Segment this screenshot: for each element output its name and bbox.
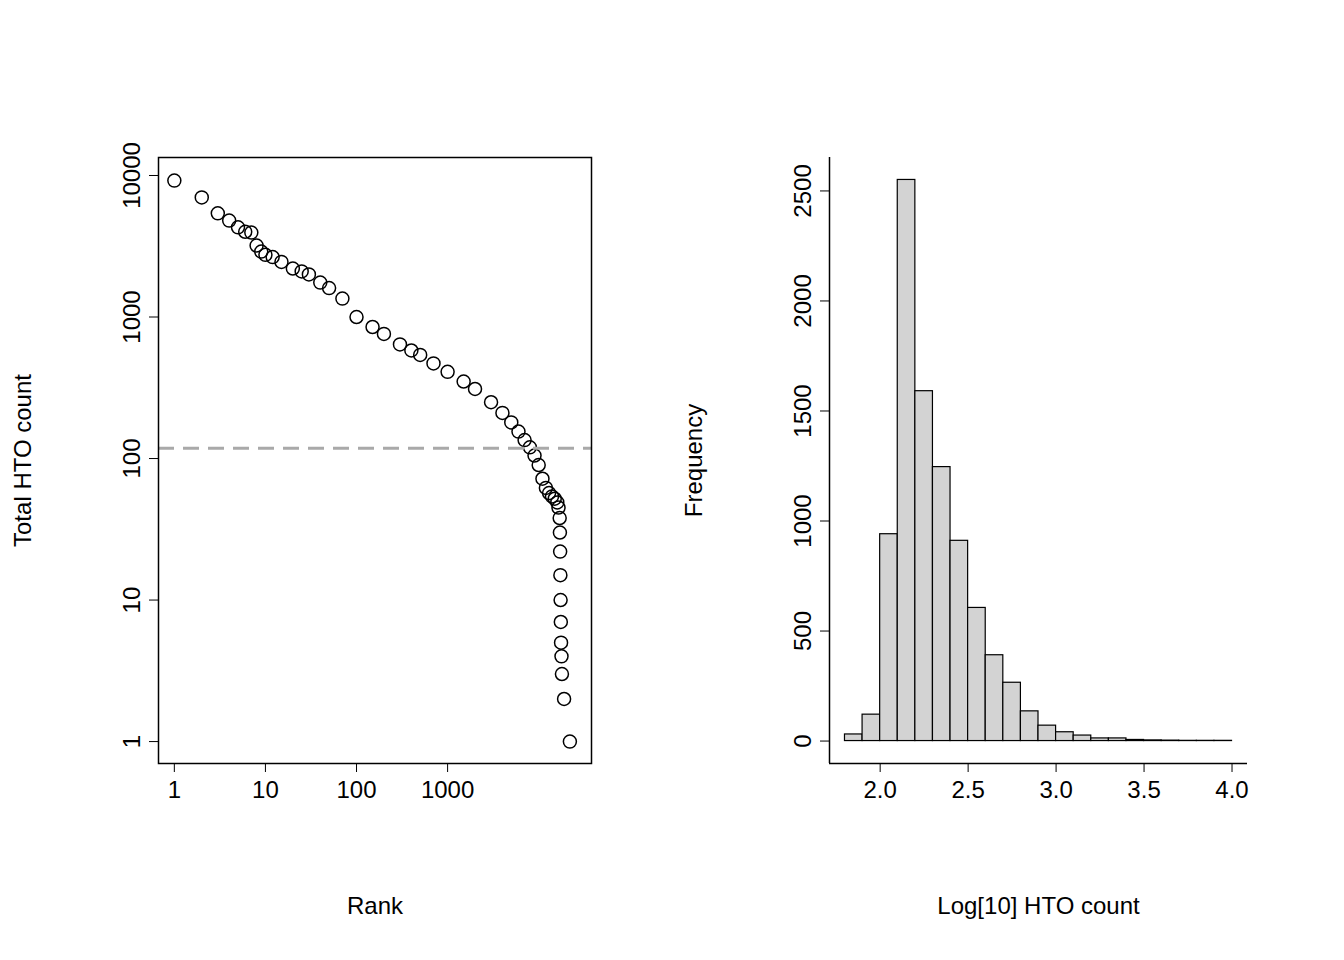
svg-text:10000: 10000	[118, 142, 145, 209]
svg-text:2500: 2500	[789, 164, 816, 217]
svg-text:0: 0	[789, 734, 816, 747]
svg-text:Frequency: Frequency	[680, 404, 707, 517]
svg-text:1000: 1000	[789, 494, 816, 547]
svg-text:3.0: 3.0	[1039, 776, 1072, 803]
svg-text:100: 100	[336, 776, 376, 803]
svg-text:4.0: 4.0	[1215, 776, 1248, 803]
svg-text:Rank: Rank	[347, 892, 404, 919]
svg-text:1: 1	[168, 776, 181, 803]
svg-text:Log[10] HTO count: Log[10] HTO count	[937, 892, 1140, 919]
svg-text:2.0: 2.0	[863, 776, 896, 803]
svg-text:1500: 1500	[789, 384, 816, 437]
svg-text:1000: 1000	[118, 290, 145, 343]
svg-text:10: 10	[118, 587, 145, 614]
svg-text:2000: 2000	[789, 274, 816, 327]
svg-text:1: 1	[118, 735, 145, 748]
svg-text:500: 500	[789, 611, 816, 651]
svg-text:Total HTO count: Total HTO count	[9, 374, 36, 547]
svg-text:2.5: 2.5	[951, 776, 984, 803]
svg-text:100: 100	[118, 439, 145, 479]
svg-text:3.5: 3.5	[1127, 776, 1160, 803]
svg-text:1000: 1000	[421, 776, 474, 803]
svg-text:10: 10	[252, 776, 279, 803]
